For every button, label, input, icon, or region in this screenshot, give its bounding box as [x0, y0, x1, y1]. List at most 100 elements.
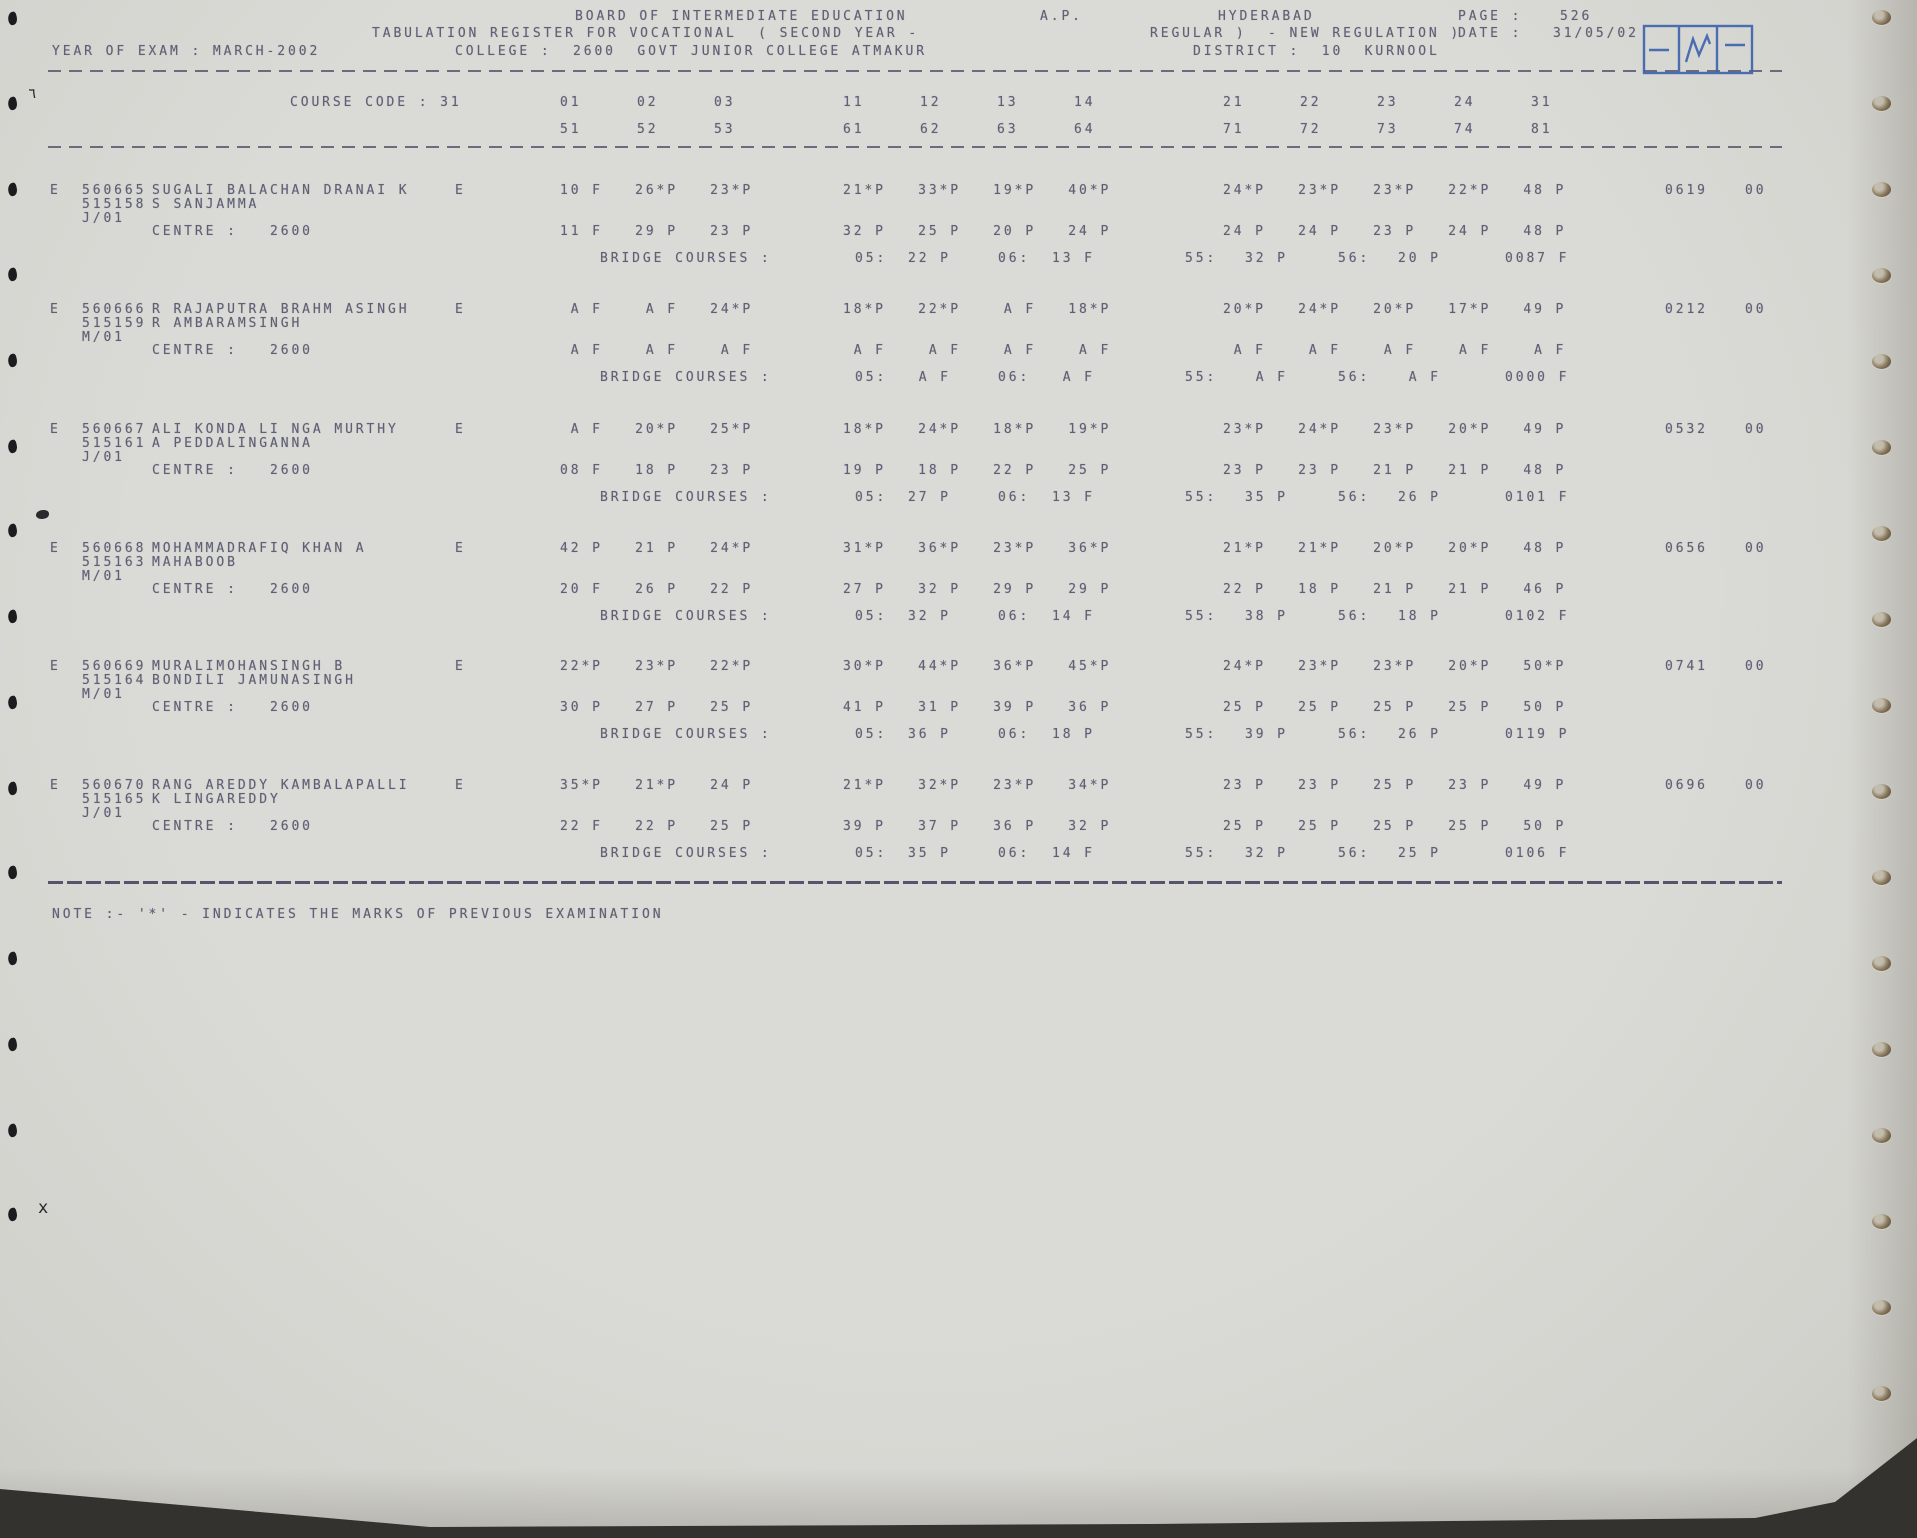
result-code: 00 [1745, 422, 1767, 437]
batch-code: J/01 [82, 211, 125, 226]
sprocket-hole [1872, 440, 1891, 455]
bridge-mark-56: 25 P [1398, 846, 1441, 861]
bridge-mark-06: 13 F [1052, 490, 1095, 505]
marks-part2-group3: A F A F A F A F A F [1223, 343, 1567, 358]
bridge-key-06: 06: [998, 846, 1031, 861]
bridge-mark-05: 35 P [908, 846, 951, 861]
sprocket-hole [1872, 870, 1891, 885]
marks-part2-group1: 11 F 29 P 23 P [560, 224, 754, 239]
marks-total: 0741 [1665, 659, 1708, 674]
ink-mark [6, 1037, 19, 1052]
secondary-number: 515163 [82, 555, 147, 570]
bridge-key-56: 56: [1338, 846, 1371, 861]
marks-part1-group2: 18*P 22*P A F 18*P [843, 302, 1112, 317]
centre-line: CENTRE : 2600 [152, 582, 313, 597]
marks-part1-group3: 20*P 24*P 20*P 17*P 49 P [1223, 302, 1567, 317]
bridge-key-06: 06: [998, 609, 1031, 624]
subject-code: 02 [637, 95, 659, 110]
student-record: E 560665 SUGALI BALACHAN DRANAI K E 10 F… [0, 184, 1917, 296]
marks-part2-group3: 22 P 18 P 21 P 21 P 46 P [1223, 582, 1567, 597]
subject-code: 21 [1223, 95, 1245, 110]
district-line: DISTRICT : 10 KURNOOL [1193, 44, 1440, 59]
sprocket-hole [1872, 526, 1891, 541]
bridge-mark-05: 36 P [908, 727, 951, 742]
parent-name: A PEDDALINGANNA [152, 436, 313, 451]
marks-part1-group3: 21*P 21*P 20*P 20*P 48 P [1223, 541, 1567, 556]
subject-code: 01 [560, 95, 582, 110]
bridge-total: 0087 F [1505, 251, 1570, 266]
subject-code: 52 [637, 122, 659, 137]
marks-part2-group3: 25 P 25 P 25 P 25 P 50 P [1223, 819, 1567, 834]
bridge-mark-05: 32 P [908, 609, 951, 624]
exam-flag: E [50, 183, 61, 198]
marks-part1-group1: 22*P 23*P 22*P [560, 659, 754, 674]
candidate-name: R RAJAPUTRA BRAHM ASINGH [152, 302, 410, 317]
sprocket-hole [1872, 96, 1891, 111]
marks-part1-group3: 24*P 23*P 23*P 20*P 50*P [1223, 659, 1567, 674]
medium-indicator: E [455, 541, 466, 556]
batch-code: M/01 [82, 687, 125, 702]
course-code: COURSE CODE : 31 [290, 95, 462, 110]
bridge-mark-55: 32 P [1245, 251, 1288, 266]
subject-code: 64 [1074, 122, 1096, 137]
ink-mark [6, 951, 19, 966]
marks-part1-group1: A F 20*P 25*P [560, 422, 754, 437]
bridge-mark-06: 14 F [1052, 609, 1095, 624]
result-code: 00 [1745, 302, 1767, 317]
marks-part2-group1: 20 F 26 P 22 P [560, 582, 754, 597]
hallticket-number: 560667 [82, 422, 147, 437]
bridge-mark-55: 35 P [1245, 490, 1288, 505]
bridge-mark-56: 26 P [1398, 490, 1441, 505]
marks-part2-group3: 24 P 24 P 23 P 24 P 48 P [1223, 224, 1567, 239]
bridge-key-55: 55: [1185, 251, 1218, 266]
college-line: COLLEGE : 2600 GOVT JUNIOR COLLEGE ATMAK… [455, 44, 927, 59]
marks-total: 0656 [1665, 541, 1708, 556]
student-record: E 560669 MURALIMOHANSINGH B E 22*P 23*P … [0, 660, 1917, 772]
bridge-key-05: 05: [855, 370, 888, 385]
bridge-mark-06: 14 F [1052, 846, 1095, 861]
bridge-key-55: 55: [1185, 490, 1218, 505]
bridge-mark-05: 22 P [908, 251, 951, 266]
marks-part2-group2: 41 P 31 P 39 P 36 P [843, 700, 1112, 715]
bridge-key-55: 55: [1185, 370, 1218, 385]
candidate-name: ALI KONDA LI NGA MURTHY [152, 422, 399, 437]
marks-part2-group1: 30 P 27 P 25 P [560, 700, 754, 715]
result-code: 00 [1745, 541, 1767, 556]
bridge-mark-05: 27 P [908, 490, 951, 505]
bridge-key-05: 05: [855, 846, 888, 861]
ink-mark [6, 11, 19, 26]
ink-mark [6, 1207, 19, 1222]
hallticket-number: 560670 [82, 778, 147, 793]
student-record: E 560668 MOHAMMADRAFIQ KHAN A E 42 P 21 … [0, 542, 1917, 654]
date-value: 31/05/02 [1553, 26, 1639, 41]
bridge-mark-55: 39 P [1245, 727, 1288, 742]
ink-mark [6, 96, 19, 111]
bridge-mark-55: A F [1245, 370, 1288, 385]
student-record: E 560670 RANG AREDDY KAMBALAPALLI E 35*P… [0, 779, 1917, 891]
exam-flag: E [50, 659, 61, 674]
marks-part2-group3: 23 P 23 P 21 P 21 P 48 P [1223, 463, 1567, 478]
bridge-mark-56: A F [1398, 370, 1441, 385]
subject-code: 61 [843, 122, 865, 137]
subject-code: 23 [1377, 95, 1399, 110]
centre-line: CENTRE : 2600 [152, 224, 313, 239]
bridge-key-06: 06: [998, 727, 1031, 742]
subject-code: 51 [560, 122, 582, 137]
hallticket-number: 560665 [82, 183, 147, 198]
subject-code: 22 [1300, 95, 1322, 110]
bridge-mark-55: 38 P [1245, 609, 1288, 624]
sprocket-hole [1872, 612, 1891, 627]
bridge-total: 0106 F [1505, 846, 1570, 861]
parent-name: S SANJAMMA [152, 197, 260, 212]
marks-part2-group1: A F A F A F [560, 343, 754, 358]
bridge-key-56: 56: [1338, 370, 1371, 385]
candidate-name: RANG AREDDY KAMBALAPALLI [152, 778, 410, 793]
marks-part1-group2: 18*P 24*P 18*P 19*P [843, 422, 1112, 437]
secondary-number: 515158 [82, 197, 147, 212]
bridge-label: BRIDGE COURSES : [600, 609, 772, 624]
subject-code: 62 [920, 122, 942, 137]
bridge-key-06: 06: [998, 370, 1031, 385]
bridge-label: BRIDGE COURSES : [600, 846, 772, 861]
bridge-label: BRIDGE COURSES : [600, 370, 772, 385]
marks-part2-group2: 19 P 18 P 22 P 25 P [843, 463, 1112, 478]
